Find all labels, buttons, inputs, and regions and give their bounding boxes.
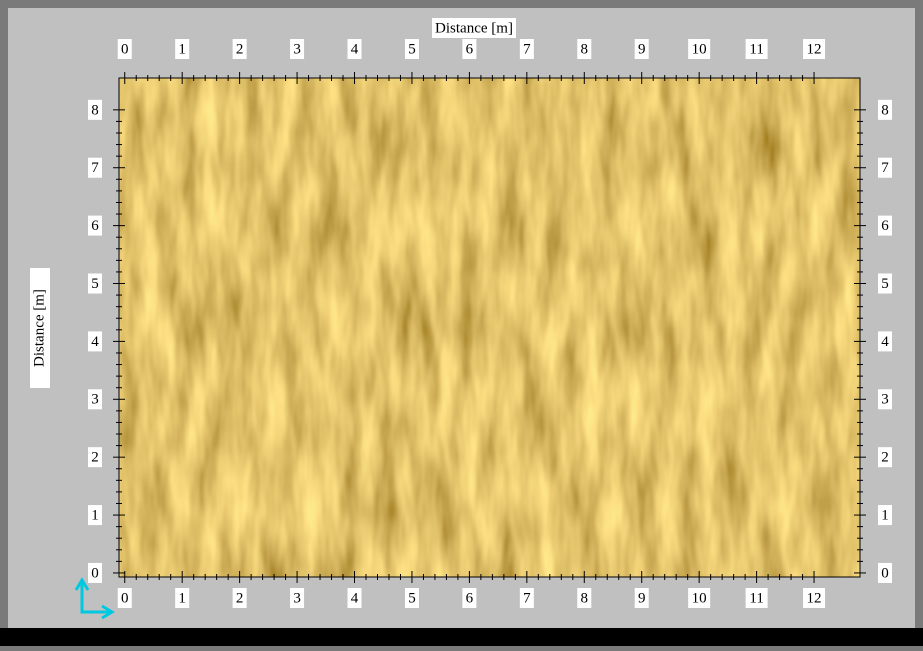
map-texture xyxy=(119,78,860,577)
y-tick-label-right-box xyxy=(878,447,892,468)
y-tick-label-right-box xyxy=(878,157,892,178)
y-tick-label-right: 8 xyxy=(881,102,889,118)
x-tick-label-bottom: 1 xyxy=(178,590,186,606)
x-tick-label-top: 7 xyxy=(523,41,531,57)
y-tick-label-left-box xyxy=(88,505,102,526)
x-tick-label-top-box xyxy=(404,39,419,59)
x-tick-label-top: 9 xyxy=(638,41,646,57)
x-tick-label-bottom-box xyxy=(404,588,419,608)
x-tick-label-bottom-box xyxy=(577,588,592,608)
axis-icon xyxy=(74,577,115,620)
x-tick-label-bottom: 8 xyxy=(581,590,589,606)
y-tick-label-left: 3 xyxy=(91,392,99,408)
x-tick-label-top-box xyxy=(577,39,592,59)
x-tick-label-top-box xyxy=(117,39,132,59)
y-tick-label-left-box xyxy=(88,273,102,294)
x-axis-title: Distance [m] xyxy=(435,20,513,36)
x-tick-label-top: 5 xyxy=(408,41,416,57)
y-tick-label-right: 1 xyxy=(881,507,889,523)
y-tick-label-right: 0 xyxy=(881,565,889,581)
x-tick-label-bottom: 2 xyxy=(236,590,244,606)
y-tick-label-left-box xyxy=(88,331,102,352)
y-tick-label-left-box xyxy=(88,157,102,178)
x-tick-label-bottom: 6 xyxy=(466,590,474,606)
x-tick-label-top: 0 xyxy=(121,41,129,57)
x-tick-label-bottom: 10 xyxy=(692,590,707,606)
y-tick-label-left: 0 xyxy=(91,565,99,581)
y-tick-label-right-box xyxy=(878,215,892,236)
x-tick-label-bottom: 5 xyxy=(408,590,416,606)
x-tick-label-top-box xyxy=(519,39,534,59)
x-tick-label-top: 6 xyxy=(466,41,474,57)
x-tick-label-bottom-box xyxy=(175,588,190,608)
x-tick-label-bottom-box xyxy=(462,588,477,608)
y-tick-label-left: 2 xyxy=(91,450,99,466)
x-tick-label-top: 12 xyxy=(807,41,822,57)
x-tick-label-bottom: 3 xyxy=(293,590,301,606)
y-tick-label-left-box xyxy=(88,99,102,120)
x-tick-label-bottom: 11 xyxy=(749,590,763,606)
y-tick-label-left: 5 xyxy=(91,276,99,292)
y-tick-label-right-box xyxy=(878,389,892,410)
x-tick-label-bottom-box xyxy=(519,588,534,608)
plot-frame xyxy=(118,77,861,578)
x-tick-label-top: 10 xyxy=(692,41,707,57)
y-tick-label-right: 7 xyxy=(881,160,889,176)
y-tick-label-left: 6 xyxy=(91,218,99,234)
x-tick-label-bottom-box xyxy=(688,588,711,608)
x-tick-label-top-box xyxy=(347,39,362,59)
x-tick-label-bottom-box xyxy=(232,588,247,608)
x-tick-label-bottom-box xyxy=(745,588,768,608)
y-tick-label-left: 7 xyxy=(91,160,99,176)
x-tick-label-bottom-box xyxy=(634,588,649,608)
y-tick-label-left: 1 xyxy=(91,507,99,523)
x-tick-label-top: 2 xyxy=(236,41,244,57)
y-tick-label-right: 3 xyxy=(881,392,889,408)
x-tick-label-bottom: 9 xyxy=(638,590,646,606)
x-tick-label-bottom-box xyxy=(117,588,132,608)
y-tick-label-right-box xyxy=(878,331,892,352)
x-tick-label-top-box xyxy=(688,39,711,59)
y-tick-label-left-box xyxy=(88,215,102,236)
x-tick-label-top-box xyxy=(290,39,305,59)
x-tick-label-top: 11 xyxy=(749,41,763,57)
x-tick-label-top: 1 xyxy=(178,41,186,57)
ylabel-box xyxy=(30,268,50,388)
y-axis-title: Distance [m] xyxy=(31,289,47,367)
x-tick-label-top-box xyxy=(745,39,768,59)
title-box xyxy=(432,18,516,38)
x-tick-label-top-box xyxy=(175,39,190,59)
y-tick-label-right: 4 xyxy=(881,334,889,350)
x-tick-label-bottom: 0 xyxy=(121,590,129,606)
y-tick-label-right-box xyxy=(878,562,892,583)
y-tick-label-left-box xyxy=(88,389,102,410)
y-tick-label-right: 2 xyxy=(881,450,889,466)
x-tick-label-top: 3 xyxy=(293,41,301,57)
x-tick-label-bottom-box xyxy=(347,588,362,608)
status-bar xyxy=(0,628,923,646)
x-tick-label-top-box xyxy=(803,39,826,59)
y-tick-label-right: 5 xyxy=(881,276,889,292)
y-tick-label-left: 8 xyxy=(91,102,99,118)
y-tick-label-right-box xyxy=(878,505,892,526)
y-tick-label-right-box xyxy=(878,99,892,120)
x-tick-label-bottom: 4 xyxy=(351,590,359,606)
x-tick-label-bottom: 7 xyxy=(523,590,531,606)
x-tick-label-bottom: 12 xyxy=(807,590,822,606)
x-tick-label-bottom-box xyxy=(290,588,305,608)
y-tick-label-left-box xyxy=(88,447,102,468)
x-tick-label-bottom-box xyxy=(803,588,826,608)
x-tick-label-top-box xyxy=(634,39,649,59)
x-tick-label-top: 4 xyxy=(351,41,359,57)
y-tick-label-right: 6 xyxy=(881,218,889,234)
x-tick-label-top-box xyxy=(232,39,247,59)
y-tick-label-right-box xyxy=(878,273,892,294)
y-tick-label-left: 4 xyxy=(91,334,99,350)
x-tick-label-top: 8 xyxy=(581,41,589,57)
x-tick-label-top-box xyxy=(462,39,477,59)
y-tick-label-left-box xyxy=(88,562,102,583)
